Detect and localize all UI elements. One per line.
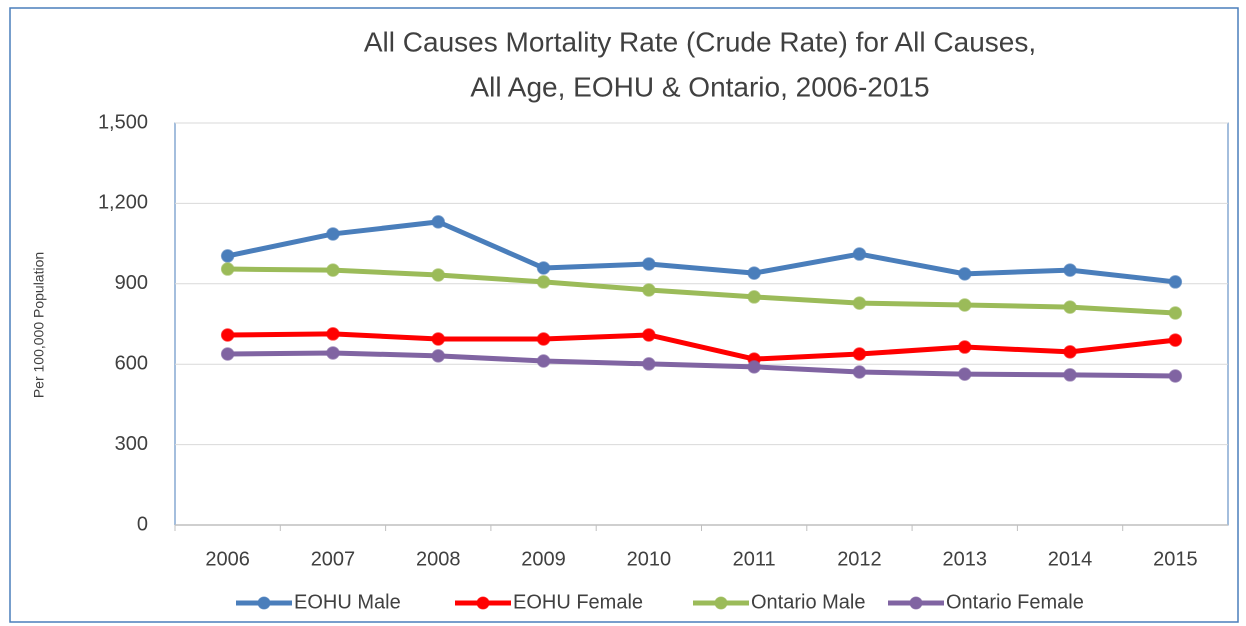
series-marker [220,328,235,342]
y-tick-label: 900 [115,272,148,294]
x-tick-label: 2011 [733,548,776,570]
legend-marker [476,596,490,610]
x-tick-label: 2006 [205,548,250,570]
series-marker [431,349,445,363]
series-marker [747,266,761,280]
y-tick-label: 0 [137,513,148,535]
y-tick-label: 1,500 [98,111,148,133]
x-tick-label: 2012 [837,548,882,570]
series-marker [958,367,972,381]
legend-marker [257,596,271,610]
series-marker [536,354,551,368]
series-marker [431,268,445,282]
x-tick-label: 2015 [1153,548,1198,570]
series-marker [326,327,340,341]
series-marker [1168,306,1183,320]
series-marker [326,346,340,360]
series-marker [431,332,445,346]
legend-label: EOHU Male [294,591,401,613]
y-tick-label: 1,200 [98,192,148,214]
x-tick-label: 2008 [416,548,461,570]
series-marker [326,227,340,241]
series-line [227,266,1176,316]
series-marker [220,262,235,276]
series-marker [852,247,867,261]
series-marker [1063,300,1077,314]
chart-title: All Causes Mortality Rate (Crude Rate) f… [364,26,1036,57]
series-marker [747,290,761,304]
series-marker [536,275,551,289]
legend-label: Ontario Male [751,591,866,613]
series-marker [536,261,551,275]
series-line [227,331,1176,362]
series-marker [1063,368,1077,382]
x-tick-label: 2007 [311,548,356,570]
y-axis-label: Per 100,000 Population [31,252,47,398]
series-marker [642,257,656,271]
chart-frame [9,7,1239,623]
series-marker [642,328,656,342]
chart-title: All Age, EOHU & Ontario, 2006-2015 [470,71,929,102]
series-marker [958,340,972,354]
series-marker [220,347,235,361]
series-line [227,219,1176,285]
x-tick-label: 2014 [1048,548,1093,570]
legend-marker [714,596,728,610]
y-tick-label: 600 [115,352,148,374]
series-marker [852,296,867,310]
series-marker [747,360,761,374]
series-marker [958,267,972,281]
series-line [227,350,1176,379]
x-tick-label: 2013 [943,548,988,570]
x-tick-label: 2009 [521,548,566,570]
series-marker [1063,345,1077,359]
series-marker [1168,369,1183,383]
series-marker [642,283,656,297]
series-marker [326,263,340,277]
y-tick-label: 300 [115,433,148,455]
series-marker [431,215,445,229]
series-marker [220,249,235,263]
series-marker [642,357,656,371]
series-marker [536,332,551,346]
series-marker [958,298,972,312]
series-marker [1168,275,1183,289]
legend-label: EOHU Female [513,591,643,613]
series-marker [1168,333,1183,347]
legend-label: Ontario Female [946,591,1084,613]
x-tick-label: 2010 [627,548,672,570]
series-marker [1063,263,1077,277]
plot-frame [174,122,1229,526]
series-marker [852,365,867,379]
series-marker [852,347,867,361]
legend-marker [909,596,923,610]
